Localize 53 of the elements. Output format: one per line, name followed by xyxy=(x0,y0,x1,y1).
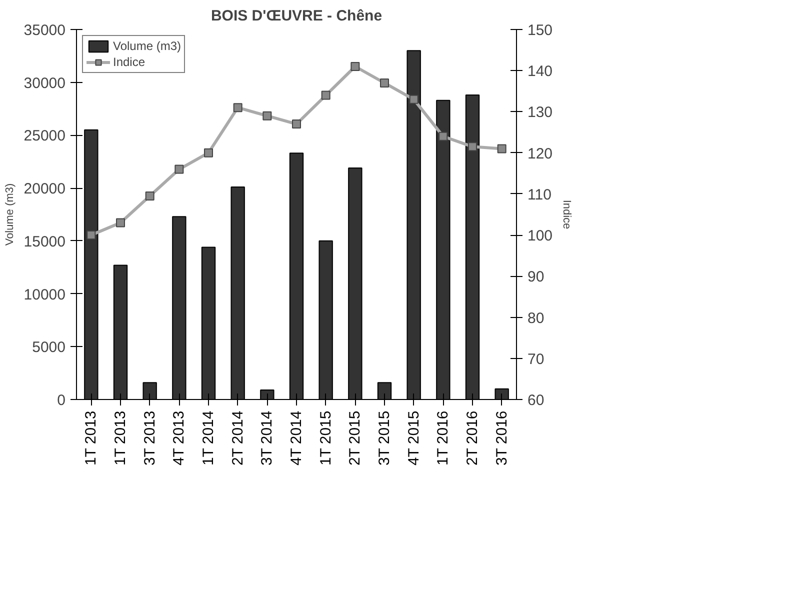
point xyxy=(174,164,184,174)
x-tick-label: 3T 2014 xyxy=(258,410,276,466)
y2-tick-label: 150 xyxy=(528,22,553,39)
point xyxy=(468,142,477,152)
y2-tick-label: 130 xyxy=(528,104,553,122)
y2-tick-label: 100 xyxy=(528,228,553,245)
point xyxy=(321,90,330,100)
point xyxy=(438,132,448,141)
legend-label: Volume (m3) xyxy=(113,39,182,53)
x-tick-label: 2T 2014 xyxy=(229,410,246,466)
y-tick-label: 35000 xyxy=(24,22,66,39)
point xyxy=(145,192,154,200)
y-tick-label: 0 xyxy=(57,392,66,409)
point xyxy=(409,94,418,104)
x-tick-label: 2T 2015 xyxy=(346,410,364,466)
point xyxy=(116,218,125,228)
x-tick-label: 2T 2016 xyxy=(464,410,481,466)
y-tick-label: 30000 xyxy=(24,74,66,92)
x-tick-label: 3T 2013 xyxy=(141,410,158,466)
x-tick-label: 4T 2013 xyxy=(170,410,188,466)
y-tick-label: 25000 xyxy=(24,128,66,145)
y-tick-label: 5000 xyxy=(32,339,66,356)
y2-tick-label: 70 xyxy=(528,350,544,368)
x-tick-label: 3T 2016 xyxy=(493,410,510,466)
x-tick-label: 4T 2015 xyxy=(405,410,422,466)
x-tick-label: 1T 2016 xyxy=(434,410,452,466)
point xyxy=(262,111,272,120)
x-tick-label: 4T 2014 xyxy=(288,410,305,466)
point xyxy=(233,103,242,112)
point xyxy=(497,144,506,154)
y-axis-title: Volume (m3) xyxy=(4,183,16,246)
legend-label: Indice xyxy=(113,55,146,69)
y2-tick-label: 140 xyxy=(528,63,553,80)
y-tick-label: 10000 xyxy=(24,286,66,304)
chart-title: BOIS D'ŒUVRE - Chêne xyxy=(210,8,382,24)
y2-tick-label: 120 xyxy=(528,145,553,162)
point xyxy=(292,120,301,129)
point xyxy=(350,62,360,71)
point xyxy=(86,230,96,240)
x-tick-label: 1T 2014 xyxy=(200,410,217,466)
y2-axis-title: Indice xyxy=(560,200,573,230)
point xyxy=(204,148,213,158)
y2-tick-label: 80 xyxy=(528,310,544,327)
x-tick-label: 1T 2015 xyxy=(317,410,334,466)
y-tick-label: 20000 xyxy=(24,180,66,198)
x-tick-label: 1T 2013 xyxy=(82,410,100,466)
x-tick-label: 1T 2013 xyxy=(112,410,129,466)
x-tick-label: 3T 2015 xyxy=(376,410,393,466)
y2-tick-label: 90 xyxy=(528,268,544,286)
y-tick-label: 15000 xyxy=(24,233,66,250)
y2-tick-label: 60 xyxy=(528,392,544,409)
y2-tick-label: 110 xyxy=(528,186,552,204)
point xyxy=(380,78,389,88)
